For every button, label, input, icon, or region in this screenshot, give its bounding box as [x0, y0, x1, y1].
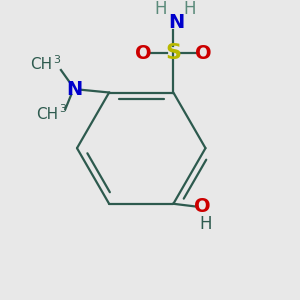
Text: CH: CH: [30, 57, 52, 72]
Text: O: O: [135, 44, 152, 63]
Text: N: N: [168, 13, 184, 32]
Text: O: O: [194, 197, 211, 216]
Text: H: H: [155, 0, 167, 18]
Text: N: N: [66, 80, 82, 99]
Text: O: O: [195, 44, 212, 63]
Text: H: H: [183, 0, 196, 18]
Text: S: S: [165, 43, 182, 63]
Text: 3: 3: [59, 104, 66, 114]
Text: 3: 3: [53, 55, 60, 65]
Text: H: H: [199, 215, 212, 233]
Text: CH: CH: [36, 107, 58, 122]
